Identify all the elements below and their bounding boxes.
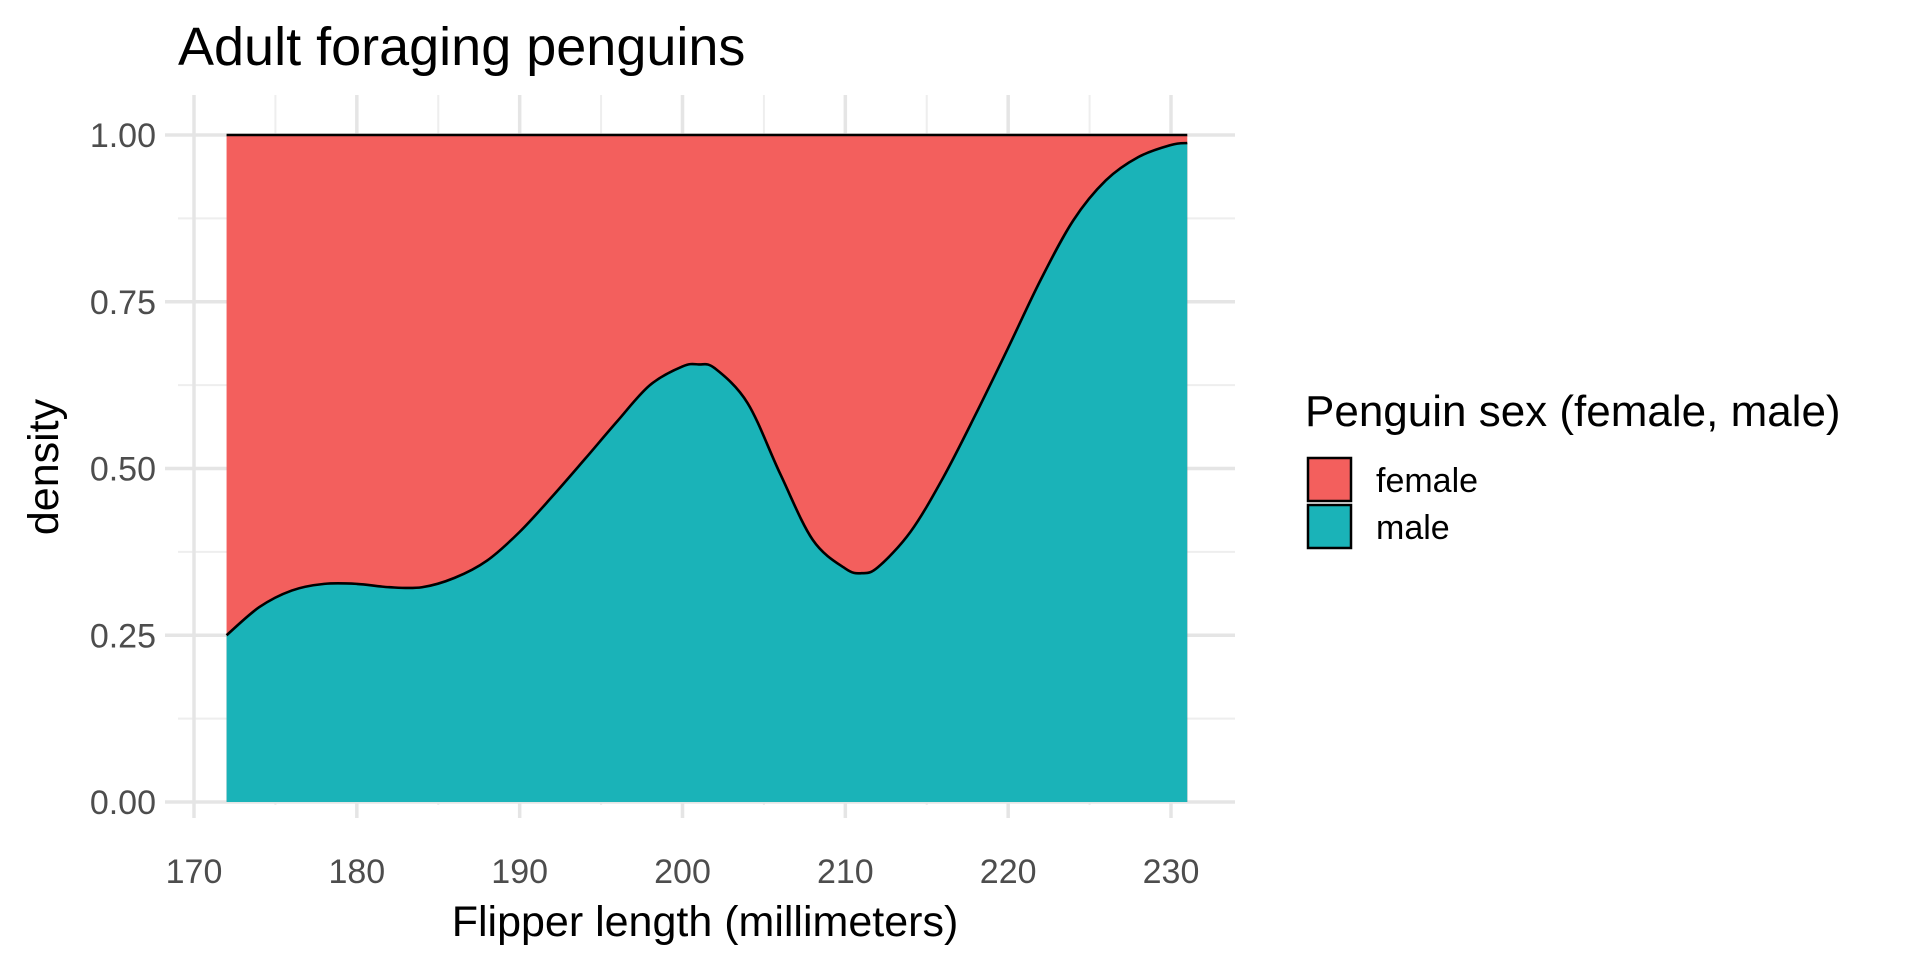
x-tick-label: 190 xyxy=(491,853,548,891)
chart-title: Adult foraging penguins xyxy=(178,17,745,77)
x-tick-label: 200 xyxy=(654,853,711,891)
x-axis-ticks: 170 180 190 200 210 220 230 xyxy=(166,805,1200,891)
legend-key-male xyxy=(1306,503,1353,550)
x-axis-title: Flipper length (millimeters) xyxy=(452,898,959,946)
legend-label-female: female xyxy=(1376,462,1478,500)
y-tick-label: 0.25 xyxy=(90,617,156,655)
series-male-area xyxy=(226,143,1188,802)
plot-areas xyxy=(225,133,1188,802)
legend-label-male: male xyxy=(1376,509,1450,547)
legend-key-female xyxy=(1306,456,1353,503)
y-tick-label: 1.00 xyxy=(90,117,156,155)
y-tick-label: 0.75 xyxy=(90,284,156,322)
series-boundary-line xyxy=(225,141,1188,637)
x-tick-label: 210 xyxy=(817,853,874,891)
y-tick-label: 0.50 xyxy=(90,451,156,489)
y-tick-label: 0.00 xyxy=(90,784,156,822)
legend: female male xyxy=(1306,456,1478,550)
x-tick-label: 230 xyxy=(1143,853,1200,891)
x-tick-label: 180 xyxy=(328,853,385,891)
legend-title: Penguin sex (female, male) xyxy=(1305,387,1841,436)
x-tick-label: 220 xyxy=(980,853,1037,891)
y-axis-title: density xyxy=(20,398,68,535)
y-axis-ticks: 0.00 0.25 0.50 0.75 1.00 xyxy=(90,117,178,822)
x-tick-label: 170 xyxy=(166,853,223,891)
